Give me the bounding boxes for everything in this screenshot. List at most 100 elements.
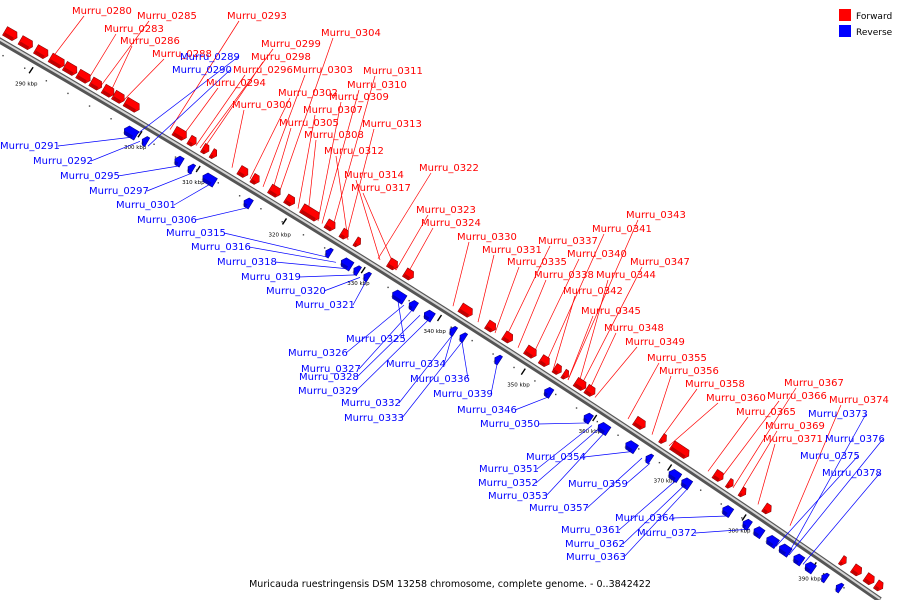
forward-gene-label-murru-0304[interactable]: Murru_0304 <box>321 28 381 39</box>
reverse-gene-label-murru-0378[interactable]: Murru_0378 <box>822 468 882 479</box>
forward-gene-label-murru-0374[interactable]: Murru_0374 <box>829 395 889 406</box>
forward-gene-label-murru-0317[interactable]: Murru_0317 <box>351 183 411 194</box>
reverse-gene-label-murru-0328[interactable]: Murru_0328 <box>299 372 359 383</box>
forward-gene-label-murru-0342[interactable]: Murru_0342 <box>563 286 623 297</box>
forward-gene-label-murru-0367[interactable]: Murru_0367 <box>784 378 844 389</box>
forward-gene-label-murru-0285[interactable]: Murru_0285 <box>137 11 197 22</box>
reverse-gene-label-murru-0362[interactable]: Murru_0362 <box>565 539 625 550</box>
forward-gene-label-murru-0338[interactable]: Murru_0338 <box>534 270 594 281</box>
forward-gene-label-murru-0337[interactable]: Murru_0337 <box>538 236 598 247</box>
reverse-gene-label-murru-0375[interactable]: Murru_0375 <box>800 451 860 462</box>
forward-gene-label-murru-0340[interactable]: Murru_0340 <box>567 249 627 260</box>
reverse-gene-label-murru-0372[interactable]: Murru_0372 <box>637 528 697 539</box>
forward-gene-label-murru-0348[interactable]: Murru_0348 <box>604 323 664 334</box>
forward-gene-label-murru-0345[interactable]: Murru_0345 <box>581 306 641 317</box>
reverse-gene-label-murru-0334[interactable]: Murru_0334 <box>386 359 446 370</box>
forward-gene-label-murru-0302[interactable]: Murru_0302 <box>278 88 338 99</box>
forward-gene-label-murru-0311[interactable]: Murru_0311 <box>363 66 423 77</box>
reverse-gene-label-murru-0290[interactable]: Murru_0290 <box>172 65 232 76</box>
forward-gene-label-murru-0305[interactable]: Murru_0305 <box>279 118 339 129</box>
forward-gene-label-murru-0313[interactable]: Murru_0313 <box>362 119 422 130</box>
forward-gene-label-murru-0299[interactable]: Murru_0299 <box>261 39 321 50</box>
forward-gene-label-murru-0280[interactable]: Murru_0280 <box>72 6 132 17</box>
forward-gene-label-murru-0343[interactable]: Murru_0343 <box>626 210 686 221</box>
reverse-gene-label-murru-0327[interactable]: Murru_0327 <box>301 364 361 375</box>
forward-gene-label-murru-0349[interactable]: Murru_0349 <box>625 337 685 348</box>
reverse-gene-label-murru-0357[interactable]: Murru_0357 <box>529 503 589 514</box>
reverse-gene-label-murru-0295[interactable]: Murru_0295 <box>60 171 120 182</box>
forward-gene-label-murru-0366[interactable]: Murru_0366 <box>767 391 827 402</box>
forward-gene-label-murru-0347[interactable]: Murru_0347 <box>630 257 690 268</box>
forward-gene-label-murru-0312[interactable]: Murru_0312 <box>324 146 384 157</box>
forward-gene-label-murru-0335[interactable]: Murru_0335 <box>507 257 567 268</box>
reverse-gene-label-murru-0301[interactable]: Murru_0301 <box>116 200 176 211</box>
reverse-gene-label-murru-0318[interactable]: Murru_0318 <box>217 257 277 268</box>
reverse-gene-label-murru-0361[interactable]: Murru_0361 <box>561 525 621 536</box>
reverse-gene-label-murru-0292[interactable]: Murru_0292 <box>33 156 93 167</box>
forward-gene-label-murru-0296[interactable]: Murru_0296 <box>233 65 293 76</box>
forward-gene-label-murru-0288[interactable]: Murru_0288 <box>152 49 212 60</box>
reverse-gene-label-murru-0351[interactable]: Murru_0351 <box>479 464 539 475</box>
reverse-gene-label-murru-0352[interactable]: Murru_0352 <box>478 478 538 489</box>
forward-gene-label-murru-0331[interactable]: Murru_0331 <box>482 245 542 256</box>
forward-gene-label-murru-0314[interactable]: Murru_0314 <box>344 170 404 181</box>
reverse-gene-label-murru-0336[interactable]: Murru_0336 <box>410 374 470 385</box>
leader-line <box>567 315 594 381</box>
reverse-gene-label-murru-0329[interactable]: Murru_0329 <box>298 386 358 397</box>
forward-gene-label-murru-0360[interactable]: Murru_0360 <box>706 393 766 404</box>
minor-tick <box>450 326 452 328</box>
forward-gene-label-murru-0355[interactable]: Murru_0355 <box>647 353 707 364</box>
reverse-gene-label-murru-0321[interactable]: Murru_0321 <box>295 300 355 311</box>
reverse-gene-label-murru-0325[interactable]: Murru_0325 <box>346 334 406 345</box>
reverse-gene-label-murru-0315[interactable]: Murru_0315 <box>166 228 226 239</box>
forward-gene-label-murru-0358[interactable]: Murru_0358 <box>685 379 745 390</box>
reverse-gene-label-murru-0291[interactable]: Murru_0291 <box>0 141 60 152</box>
reverse-gene-label-murru-0320[interactable]: Murru_0320 <box>266 286 326 297</box>
forward-gene-label-murru-0324[interactable]: Murru_0324 <box>421 218 481 229</box>
reverse-gene-label-murru-0376[interactable]: Murru_0376 <box>825 434 885 445</box>
forward-gene-label-murru-0293[interactable]: Murru_0293 <box>227 11 287 22</box>
reverse-gene-label-murru-0333[interactable]: Murru_0333 <box>344 413 404 424</box>
reverse-gene-label-murru-0354[interactable]: Murru_0354 <box>526 452 586 463</box>
forward-gene-label-murru-0283[interactable]: Murru_0283 <box>104 24 164 35</box>
forward-gene-label-murru-0322[interactable]: Murru_0322 <box>419 163 479 174</box>
forward-gene-label-murru-0371[interactable]: Murru_0371 <box>763 434 823 445</box>
forward-gene-label-murru-0330[interactable]: Murru_0330 <box>457 232 517 243</box>
reverse-gene-label-murru-0319[interactable]: Murru_0319 <box>241 272 301 283</box>
forward-gene-label-murru-0369[interactable]: Murru_0369 <box>765 421 825 432</box>
reverse-gene-label-murru-0353[interactable]: Murru_0353 <box>488 491 548 502</box>
reverse-gene-label-murru-0359[interactable]: Murru_0359 <box>568 479 628 490</box>
leader-line <box>307 139 317 215</box>
reverse-gene-label-murru-0316[interactable]: Murru_0316 <box>191 242 251 253</box>
reverse-gene-label-murru-0332[interactable]: Murru_0332 <box>341 398 401 409</box>
forward-gene-label-murru-0286[interactable]: Murru_0286 <box>120 36 180 47</box>
forward-gene-label-murru-0298[interactable]: Murru_0298 <box>251 52 311 63</box>
reverse-gene-label-murru-0350[interactable]: Murru_0350 <box>480 419 540 430</box>
reverse-gene-label-murru-0346[interactable]: Murru_0346 <box>457 405 517 416</box>
reverse-gene-label-murru-0339[interactable]: Murru_0339 <box>433 389 493 400</box>
reverse-gene-label-murru-0364[interactable]: Murru_0364 <box>615 513 675 524</box>
forward-gene-label-murru-0308[interactable]: Murru_0308 <box>304 130 364 141</box>
reverse-gene-2 <box>173 155 185 168</box>
forward-gene-label-murru-0341[interactable]: Murru_0341 <box>592 224 652 235</box>
reverse-gene-label-murru-0326[interactable]: Murru_0326 <box>288 348 348 359</box>
forward-gene-label-murru-0344[interactable]: Murru_0344 <box>596 270 656 281</box>
forward-gene-11 <box>186 134 197 147</box>
scale-tick <box>281 218 288 225</box>
forward-gene-label-murru-0356[interactable]: Murru_0356 <box>659 366 719 377</box>
forward-gene-34 <box>658 433 667 444</box>
reverse-gene-label-murru-0289[interactable]: Murru_0289 <box>180 52 240 63</box>
forward-gene-label-murru-0300[interactable]: Murru_0300 <box>232 100 292 111</box>
forward-gene-label-murru-0310[interactable]: Murru_0310 <box>347 80 407 91</box>
forward-gene-label-murru-0303[interactable]: Murru_0303 <box>293 65 353 76</box>
forward-gene-label-murru-0365[interactable]: Murru_0365 <box>736 407 796 418</box>
forward-gene-label-murru-0323[interactable]: Murru_0323 <box>416 205 476 216</box>
forward-gene-label-murru-0294[interactable]: Murru_0294 <box>206 78 266 89</box>
reverse-gene-label-murru-0297[interactable]: Murru_0297 <box>89 186 149 197</box>
forward-gene-label-murru-0307[interactable]: Murru_0307 <box>303 105 363 116</box>
forward-gene-label-murru-0309[interactable]: Murru_0309 <box>329 92 389 103</box>
forward-gene-14 <box>236 165 249 178</box>
reverse-gene-label-murru-0306[interactable]: Murru_0306 <box>137 215 197 226</box>
reverse-gene-label-murru-0363[interactable]: Murru_0363 <box>566 552 626 563</box>
reverse-gene-label-murru-0373[interactable]: Murru_0373 <box>808 409 868 420</box>
